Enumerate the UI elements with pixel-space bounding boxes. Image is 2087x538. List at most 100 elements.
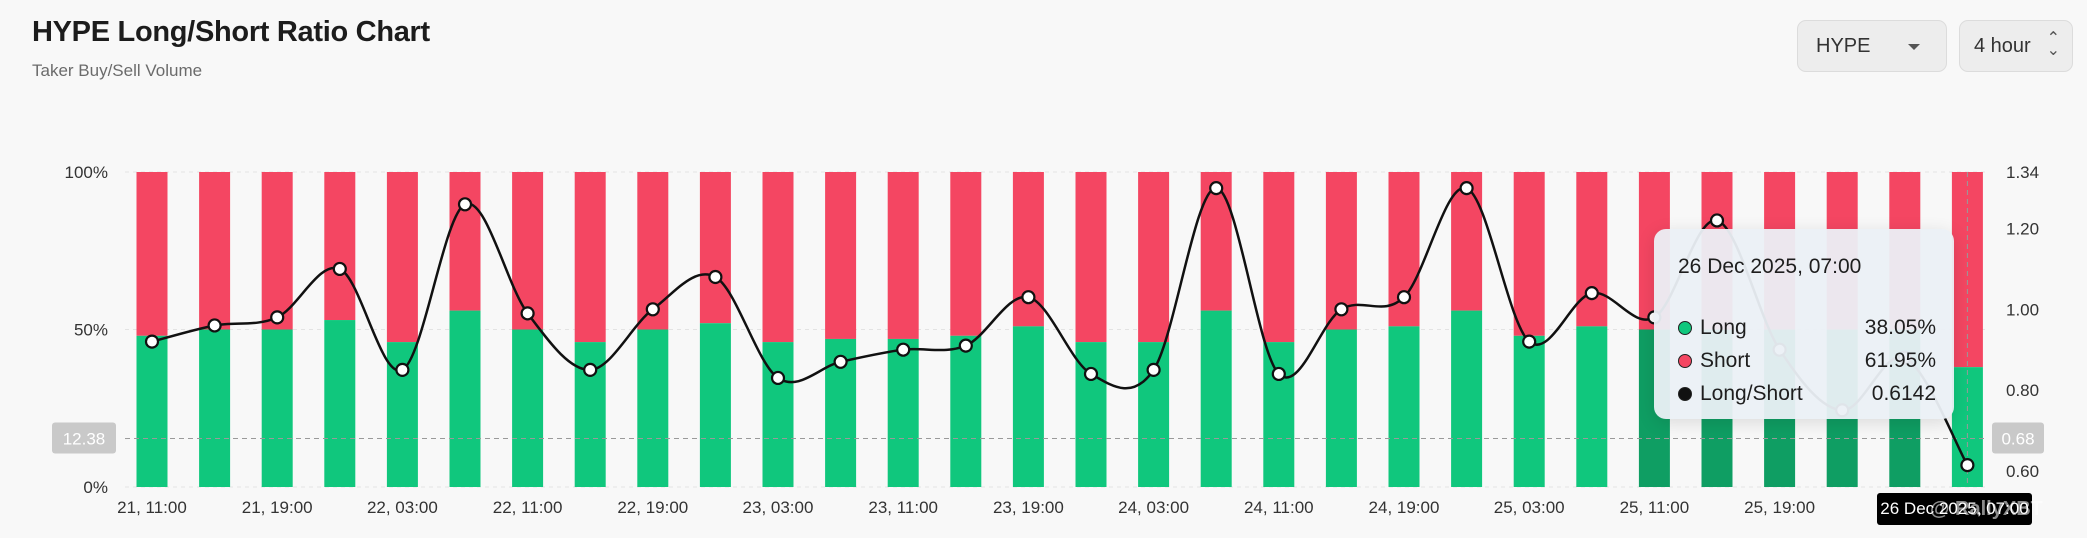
bar-long [449, 310, 481, 487]
crosshair-right-label: 0.68 [2001, 430, 2034, 449]
tooltip-row-short: Short 61.95% [1678, 348, 1936, 374]
updown-chevron-icon: ⌃ ⌄ [2046, 30, 2060, 59]
interval-select[interactable]: 4 hour ⌃ ⌄ [1959, 20, 2073, 72]
ratio-point [833, 354, 848, 369]
ratio-point [207, 318, 222, 333]
bar-short [324, 172, 356, 321]
tooltip-short-value: 61.95% [1864, 349, 1936, 372]
ratio-point [896, 342, 911, 357]
bar-long [1263, 342, 1295, 487]
ratio-point [583, 362, 598, 377]
caret-down-icon [1908, 44, 1920, 50]
tooltip-short-label: Short [1700, 349, 1751, 372]
x-tick-label: 23, 03:00 [743, 498, 814, 517]
ratio-point [457, 197, 473, 212]
tooltip-long-value: 38.05% [1864, 316, 1936, 339]
asset-select[interactable]: HYPE [1797, 20, 1947, 72]
bar-short [512, 172, 544, 330]
x-tick-label: 25, 11:00 [1620, 498, 1690, 517]
chart-tooltip: 26 Dec 2025, 07:00 Long 38.05% Short 61.… [1654, 229, 1954, 419]
x-tick-label: 24, 11:00 [1244, 498, 1314, 517]
bar-long [637, 329, 669, 487]
bar-short [199, 172, 231, 330]
bar-short [449, 172, 481, 311]
bar-short [574, 172, 606, 343]
bar-long [136, 335, 168, 487]
x-tick-label: 21, 11:00 [117, 498, 187, 517]
crosshair-right-badge [1992, 422, 2044, 454]
bar-long [1451, 310, 1483, 487]
ratio-point [1271, 366, 1286, 382]
ratio-point [395, 362, 410, 377]
bar-short [950, 172, 982, 336]
bar-long [887, 338, 919, 487]
ratio-point [1209, 181, 1224, 196]
ratio-point [1146, 362, 1161, 377]
bar-short [1138, 172, 1170, 343]
bar-long [199, 329, 231, 487]
bar-short [136, 172, 168, 336]
y-left-tick-label: 100% [65, 163, 108, 182]
x-tick-label: 25, 19:00 [1744, 498, 1815, 517]
ratio-point [1334, 302, 1349, 317]
bar-long [261, 329, 293, 487]
ratio-point [1709, 213, 1725, 228]
y-right-tick-label: 0.80 [2006, 381, 2039, 400]
ratio-point [708, 269, 723, 285]
ratio-dot-icon [1678, 387, 1692, 401]
bar-short [1075, 172, 1107, 343]
tooltip-long-label: Long [1700, 316, 1747, 339]
ratio-point [144, 334, 160, 349]
x-tick-label: 24, 03:00 [1118, 498, 1189, 517]
ratio-point [1960, 458, 1975, 473]
bar-long [699, 323, 731, 487]
x-tick-label: 21, 19:00 [242, 498, 313, 517]
page-subtitle: Taker Buy/Sell Volume [32, 61, 203, 80]
y-right-tick-label: 1.20 [2006, 220, 2039, 239]
bar-short [261, 172, 293, 330]
bar-long [1012, 326, 1044, 487]
ratio-point [1021, 290, 1036, 305]
ratio-point [1396, 290, 1412, 305]
bar-long [324, 320, 356, 487]
y-right-tick-label: 1.00 [2006, 300, 2039, 319]
tooltip-date: 26 Dec 2025, 07:00 [1678, 255, 1862, 278]
y-left-tick-label: 0% [83, 478, 108, 497]
crosshair-left-badge [52, 422, 116, 454]
bar-long [950, 335, 982, 487]
bar-long [1513, 335, 1545, 487]
crosshair-x-label: 26 Dec 2025, 07:00 [1877, 493, 2032, 525]
bar-short [1576, 172, 1608, 327]
bar-long [1388, 326, 1420, 487]
ratio-point [1584, 286, 1599, 301]
ratio-point [1459, 181, 1474, 196]
bar-long [1200, 310, 1232, 487]
long-dot-icon [1678, 321, 1692, 335]
x-tick-label: 24, 19:00 [1369, 498, 1440, 517]
bar-short [762, 172, 794, 343]
bar-long [1576, 326, 1608, 487]
bar-short [699, 172, 731, 324]
watermark: @ RallyXBT [1930, 498, 2043, 520]
bar-short [1263, 172, 1295, 343]
bar-short [386, 172, 418, 343]
tooltip-ratio-value: 0.6142 [1871, 382, 1936, 405]
interval-select-value: 4 hour [1974, 34, 2031, 57]
bar-short [1513, 172, 1545, 336]
x-tick-label: 23, 19:00 [993, 498, 1064, 517]
tooltip-row-long: Long 38.05% [1678, 315, 1936, 341]
crosshair-left-label: 12.38 [63, 430, 106, 449]
x-tick-label: 22, 19:00 [617, 498, 688, 517]
x-tick-label: 22, 11:00 [493, 498, 563, 517]
bar-short [887, 172, 919, 339]
x-tick-label: 23, 11:00 [868, 498, 938, 517]
bar-long [512, 329, 544, 487]
ratio-point [332, 261, 347, 277]
page-title: HYPE Long/Short Ratio Chart [32, 16, 430, 48]
y-left-tick-label: 50% [74, 321, 108, 340]
bar-long [1325, 329, 1357, 487]
ratio-point [1522, 334, 1537, 349]
asset-select-value: HYPE [1816, 34, 1871, 57]
ratio-point [520, 306, 535, 321]
tooltip-ratio-label: Long/Short [1700, 382, 1803, 405]
